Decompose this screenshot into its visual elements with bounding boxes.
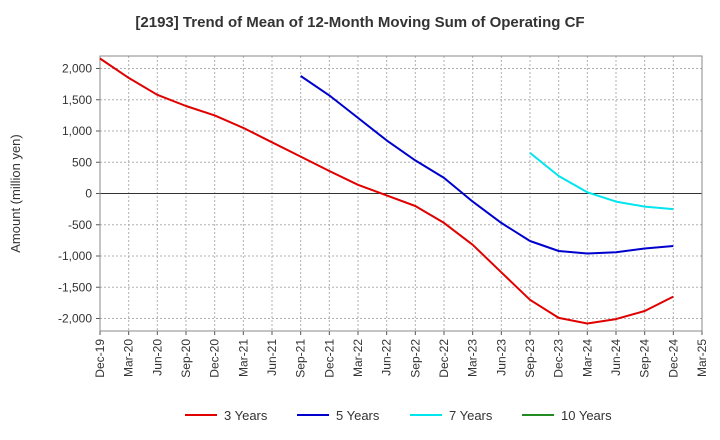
y-tick-label: 1,000	[62, 124, 92, 138]
legend-label: 5 Years	[336, 408, 380, 423]
x-tick-label: Sep-21	[294, 339, 308, 378]
y-tick-label: -500	[68, 218, 92, 232]
y-tick-label: 500	[72, 155, 92, 169]
series-line-5-years	[300, 75, 674, 255]
x-tick-label: Mar-25	[695, 339, 709, 377]
legend-label: 3 Years	[224, 408, 268, 423]
y-tick-label: -1,500	[58, 280, 92, 294]
y-tick-label: -1,000	[58, 249, 92, 263]
plot-frame	[99, 55, 703, 332]
x-tick-label: Mar-22	[351, 339, 365, 377]
x-tick-label: Dec-23	[552, 339, 566, 378]
x-tick-label: Dec-22	[437, 339, 451, 378]
x-tick-label: Jun-22	[380, 339, 394, 376]
axes: Dec-19 Mar-20 Jun-20 Sep-20 Dec-20 Mar-21 Jun-…	[8, 55, 709, 378]
y-tick-label: -2,000	[58, 312, 92, 326]
chart-title: [2193] Trend of Mean of 12-Month Moving …	[135, 14, 585, 31]
y-tick-label: 1,500	[62, 93, 92, 107]
x-tick-label: Dec-24	[666, 339, 680, 378]
legend-label: 7 Years	[449, 408, 493, 423]
x-tick-label: Sep-23	[523, 339, 537, 378]
x-tick-label: Dec-20	[208, 339, 222, 378]
x-tick-label: Sep-20	[179, 339, 193, 378]
y-tick-label: 2,000	[62, 62, 92, 76]
x-tick-label: Mar-23	[466, 339, 480, 377]
legend: 3 Years 5 Years 7 Years 10 Years	[185, 408, 612, 423]
series-line-3-years	[99, 57, 674, 325]
grid	[100, 56, 702, 331]
x-tick-label: Jun-21	[265, 339, 279, 376]
x-tick-label: Jun-23	[494, 339, 508, 376]
x-tick-label: Sep-24	[638, 339, 652, 378]
x-tick-label: Jun-24	[609, 339, 623, 376]
x-tick-label: Dec-21	[322, 339, 336, 378]
x-tick-label: Mar-24	[580, 339, 594, 377]
x-tick-label: Jun-20	[150, 339, 164, 376]
legend-label: 10 Years	[561, 408, 612, 423]
series-lines	[99, 57, 674, 325]
y-axis-label: Amount (million yen)	[8, 134, 23, 253]
series-line-7-years	[529, 152, 674, 211]
x-tick-label: Sep-22	[408, 339, 422, 378]
y-tick-label: 0	[85, 187, 92, 201]
x-tick-label: Dec-19	[93, 339, 107, 378]
x-tick-label: Mar-20	[122, 339, 136, 377]
x-tick-label: Mar-21	[236, 339, 250, 377]
